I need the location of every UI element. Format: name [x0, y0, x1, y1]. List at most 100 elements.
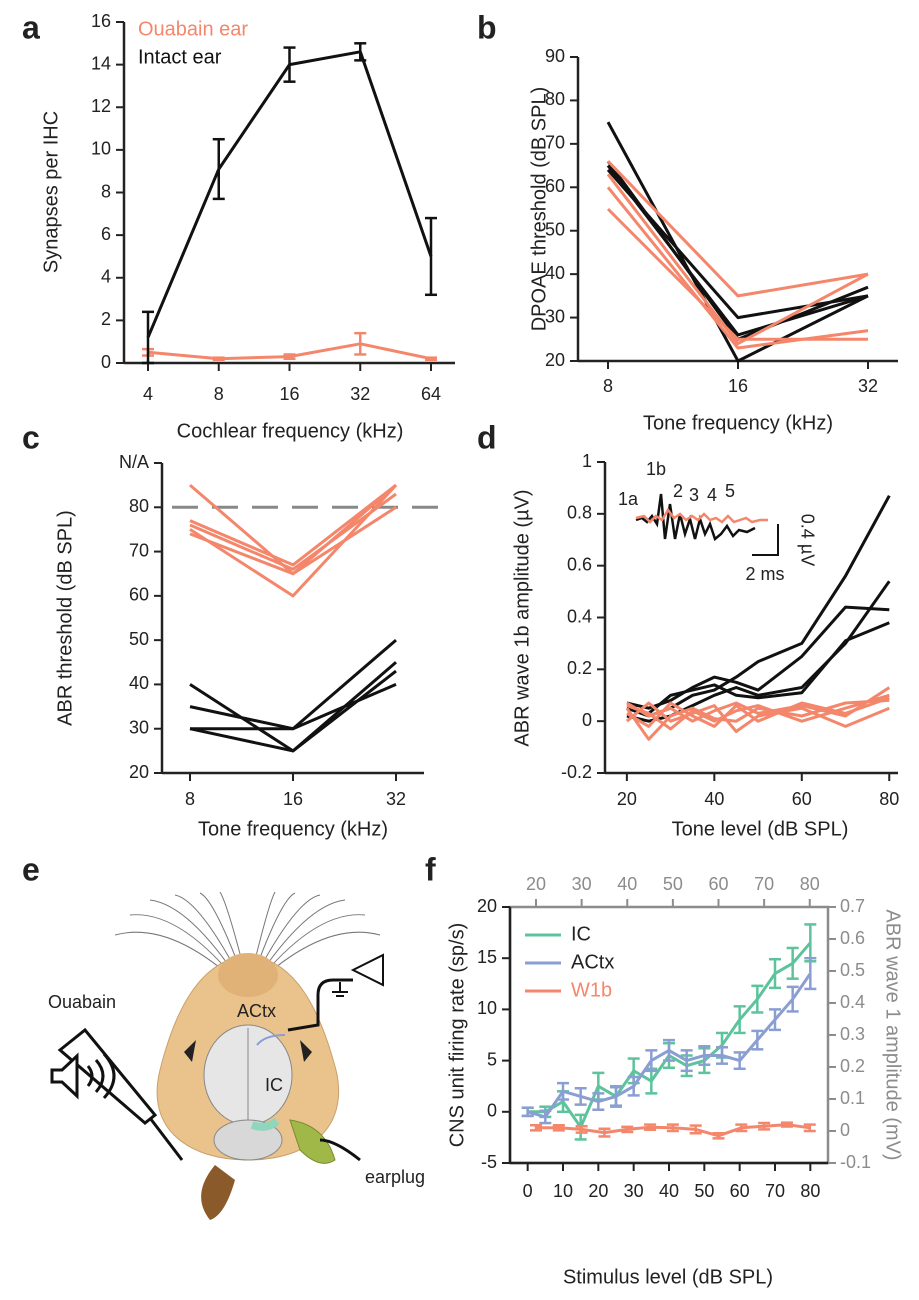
ground [332, 982, 348, 997]
error-bar [769, 1008, 781, 1032]
inset-label: 1b [646, 459, 666, 479]
y-tick-label: 0.2 [567, 658, 592, 678]
y-axis-title: CNS unit firing rate (sp/s) [446, 923, 468, 1148]
error-bar [712, 1131, 725, 1140]
x2-tick-label: 50 [663, 874, 683, 894]
x-tick-label: 32 [386, 789, 406, 809]
y-tick-label: 0 [487, 1101, 497, 1121]
error-bar [780, 1121, 793, 1128]
error-bar [666, 1123, 679, 1133]
y2-tick-label: 0.3 [840, 1024, 865, 1044]
inset-label: 5 [725, 481, 735, 501]
error-bar [803, 1123, 816, 1133]
inset-wave [635, 493, 756, 542]
y-tick-label: 80 [129, 496, 149, 516]
series-line [190, 638, 397, 731]
x2-tick-label: 30 [572, 874, 592, 894]
series-line [606, 160, 869, 341]
x-tick-label: 70 [765, 1181, 785, 1201]
error-bar [142, 310, 154, 365]
series-line [189, 483, 397, 567]
x2-tick-label: 70 [754, 874, 774, 894]
series-line [626, 605, 890, 710]
x-tick-label: 60 [730, 1181, 750, 1201]
y-tick-label: 70 [129, 540, 149, 560]
error-bar [735, 1123, 748, 1133]
error-bar [539, 1109, 552, 1125]
series-line [626, 621, 890, 715]
error-bar [425, 216, 437, 297]
x-tick-label: 8 [603, 376, 613, 396]
error-bar [758, 1121, 771, 1131]
x-tick-label: 64 [421, 384, 441, 404]
y-tick-label: 10 [477, 998, 497, 1018]
earplug-arrow [319, 1138, 361, 1162]
x-axis-title: Cochlear frequency (kHz) [177, 420, 404, 442]
series-line [146, 50, 433, 338]
nose [218, 953, 278, 997]
error-bar [751, 984, 764, 1014]
y2-tick-label: 0.1 [840, 1088, 865, 1108]
x-tick-label: 16 [728, 376, 748, 396]
error-bar [663, 1038, 675, 1062]
x-tick-label: 32 [858, 376, 878, 396]
panel-label: e [22, 851, 40, 887]
series-line [606, 173, 869, 346]
y-axis-title: ABR wave 1b amplitude (µV) [511, 489, 533, 746]
x-axis-title: Tone frequency (kHz) [198, 818, 388, 840]
y-tick-label: 1 [582, 451, 592, 471]
x2-tick-label: 80 [800, 874, 820, 894]
inset-trace [635, 493, 779, 556]
y-tick-label: 0.6 [567, 554, 592, 574]
error-bar [557, 1081, 569, 1101]
x-tick-label: 20 [617, 789, 637, 809]
error-bar [283, 46, 296, 83]
y-tick-label: -0.2 [561, 762, 592, 782]
error-bar [680, 1049, 693, 1073]
y2-tick-label: -0.1 [840, 1152, 871, 1172]
needle [148, 1117, 184, 1161]
panel: d -0.2 0 0.2 0.4 0.6 0.8 1 20 40 60 80 Tone level (d… [477, 419, 899, 840]
x-tick-label: 8 [214, 384, 224, 404]
x-tick-label: 32 [350, 384, 370, 404]
y-tick-label: 2 [101, 309, 111, 329]
inset-label: 2 [673, 481, 683, 501]
y2-tick-label: 0.7 [840, 896, 865, 916]
y-axis-title: Synapses per IHC [40, 111, 62, 273]
left-ear [201, 1165, 235, 1220]
y2-tick-label: 0.4 [840, 992, 865, 1012]
error-bar [645, 1049, 658, 1073]
error-bar [598, 1127, 611, 1138]
error-bar [530, 1123, 543, 1132]
y-tick-label: 20 [477, 896, 497, 916]
actx-arrow [256, 1034, 286, 1046]
y2-tick-label: 0.2 [840, 1056, 865, 1076]
inset-label: 1a [618, 489, 639, 509]
series-line [606, 160, 869, 298]
error-bar [698, 1045, 711, 1066]
y-tick-label: 12 [91, 96, 111, 116]
series-line [626, 696, 890, 728]
error-bar [733, 1051, 746, 1071]
y2-tick-label: 0 [840, 1120, 850, 1140]
x-tick-label: 16 [283, 789, 303, 809]
ic-region [250, 1117, 280, 1131]
panel: a 0 2 4 6 8 10 12 14 16 4 8 16 32 64 Cochlear frequency… [22, 9, 455, 442]
x-tick-label: 4 [143, 384, 153, 404]
y-tick-label: 0 [582, 710, 592, 730]
error-bar [716, 1046, 728, 1065]
y-axis-title: ABR threshold (dB SPL) [54, 510, 76, 726]
scale-label: 0.4 µV [797, 514, 817, 566]
error-bar [592, 1092, 605, 1112]
error-bar [751, 1029, 764, 1051]
y-tick-label: 50 [545, 219, 565, 239]
diagram-label: Ouabain [48, 992, 116, 1012]
error-bar [354, 331, 367, 356]
error-bar [354, 42, 367, 62]
panel: c 20 30 40 50 60 70 80 N/A 8 16 32 Tone frequency (k… [22, 419, 444, 840]
error-bar [425, 356, 437, 362]
y-tick-label: 80 [545, 89, 565, 109]
x2-tick-label: 60 [708, 874, 728, 894]
error-bar [769, 957, 781, 990]
error-bar [621, 1125, 634, 1134]
